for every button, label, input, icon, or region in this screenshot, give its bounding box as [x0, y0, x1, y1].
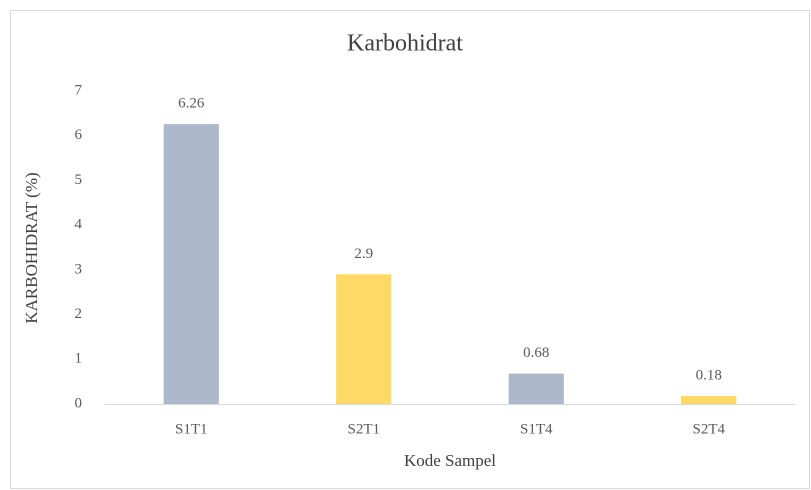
chart-border	[10, 10, 810, 489]
x-tick-label: S1T1	[175, 421, 208, 437]
bar	[336, 274, 392, 404]
x-axis-title: Kode Sampel	[404, 451, 496, 470]
y-tick-label: 1	[75, 351, 83, 367]
y-tick-label: 0	[75, 395, 83, 411]
data-label: 0.68	[523, 345, 549, 361]
bar	[508, 373, 564, 404]
y-tick-label: 7	[75, 82, 83, 98]
chart-title: Karbohidrat	[347, 31, 463, 57]
data-label: 2.9	[354, 246, 373, 262]
bar	[681, 395, 737, 404]
y-tick-label: 4	[75, 217, 83, 233]
bar	[163, 124, 219, 405]
y-tick-label: 2	[75, 306, 83, 322]
data-label: 0.18	[696, 367, 722, 383]
y-tick-label: 6	[75, 127, 83, 143]
y-axis-title: KARBOHIDRAT (%)	[22, 172, 41, 323]
x-tick-label: S2T1	[347, 421, 380, 437]
y-tick-label: 5	[75, 172, 83, 188]
y-tick-label: 3	[75, 261, 83, 277]
x-tick-label: S2T4	[692, 421, 725, 437]
x-tick-label: S1T4	[520, 421, 553, 437]
data-label: 6.26	[178, 96, 205, 112]
